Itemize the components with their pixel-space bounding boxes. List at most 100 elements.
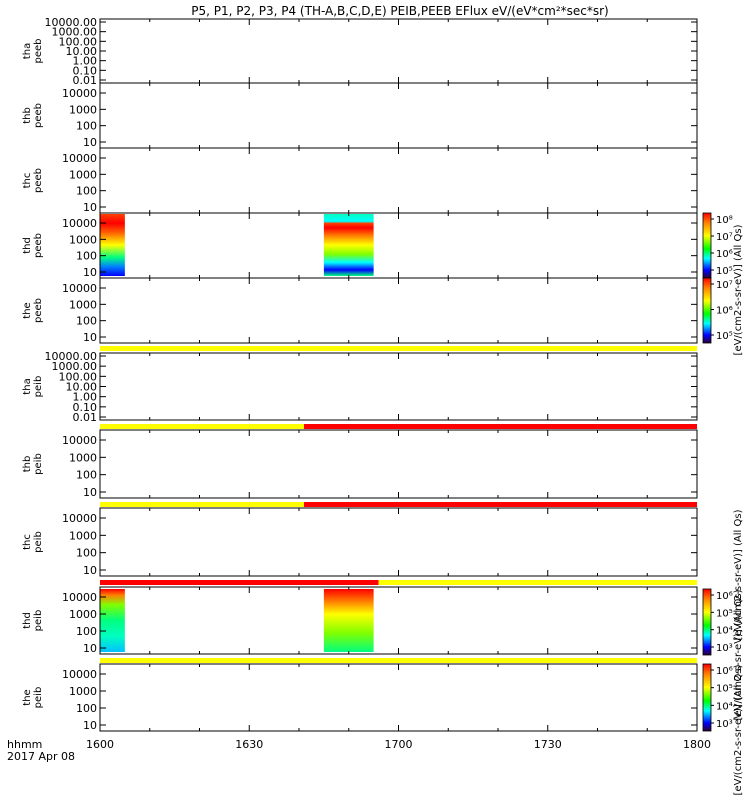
panel-thd-peeb: 10000 1000 100 10 thd peeb (22, 212, 698, 279)
colorbar-tick-label: 10³ (716, 719, 733, 730)
x-axis-label: hhmm (7, 738, 42, 751)
panel-label: the peeb (22, 298, 44, 323)
y-tick-label: 100 (76, 250, 97, 263)
panel-thb-peib: 10000 1000 100 10 thb peib (22, 429, 698, 499)
panel-the-peib: 10000 1000 100 10 the peib (22, 663, 698, 732)
y-tick-label: 10 (83, 719, 97, 732)
y-tick-label: 1000 (69, 608, 97, 621)
colorbar-tick-label: 10³ (716, 643, 733, 654)
colorbar-unit-text: [eV/(cm2-s-sr-eV)] (All Qs) (733, 589, 744, 720)
colorbar-unit-label: [eV/(cm2-s-sr-eV)] (All Qs) (733, 509, 744, 640)
y-tick-label: 1.00 (73, 391, 98, 404)
panel-frame (99, 82, 698, 149)
flag-bar-segment (100, 346, 697, 351)
panel-label-probe: thb (22, 107, 33, 124)
y-tick-label: 10000 (62, 591, 97, 604)
flag-bar-segment (100, 658, 697, 663)
x-tick-label: 1630 (235, 738, 263, 751)
panel-label: thc peeb (22, 168, 44, 193)
colorbar-tick-label: 10⁵ (716, 684, 733, 695)
y-tick-label: 10 (83, 486, 97, 499)
colorbar-ramp (702, 212, 712, 279)
y-tick-label: 10000 (62, 87, 97, 100)
panel-frame (99, 352, 698, 421)
x-tick-label: 1800 (683, 738, 711, 751)
panel-label-product: peib (33, 376, 44, 398)
flag-bar-segment (100, 502, 304, 507)
y-tick-label: 0.10 (73, 401, 98, 414)
y-tick-label: 1000.00 (52, 360, 98, 373)
spectrogram-block (323, 214, 374, 276)
panel-thc-peeb: 10000 1000 100 10 thc peeb (22, 147, 698, 214)
panel-label-probe: tha (22, 378, 33, 394)
colorbar-tick-label: 10⁴ (716, 701, 733, 712)
y-tick-label: 10000 (62, 217, 97, 230)
y-tick-label: 10 (83, 331, 97, 344)
spectrogram-block (100, 589, 125, 652)
spectrogram-block (323, 589, 374, 652)
colorbar-thd-peib: 10⁶ 10⁵ 10⁴ 10³ (702, 588, 733, 656)
colorbar-unit-text: [eV/(cm2-s-sr-eV)] (All Qs) (733, 509, 744, 640)
panel-label-probe: thd (22, 612, 33, 629)
y-tick-label: 1000 (69, 529, 97, 542)
panel-label: thb peib (22, 453, 44, 475)
panel-frame (99, 429, 698, 499)
flag-bar-segment (378, 580, 697, 585)
y-tick-label: 1000 (69, 233, 97, 246)
colorbar-ramp (702, 663, 712, 732)
colorbar-unit-label: [eV/(cm2-s-sr-eV)] (All Qs) (733, 589, 744, 720)
x-tick-label: 1730 (534, 738, 562, 751)
panel-label: thd peib (22, 610, 44, 632)
y-tick-label: 0.01 (73, 411, 98, 424)
colorbar-tick-label: 10⁷ (716, 232, 733, 243)
panel-label-product: peib (33, 610, 44, 632)
panel-label: thc peib (22, 531, 44, 553)
y-tick-label: 100 (76, 120, 97, 133)
y-tick-label: 100 (76, 315, 97, 328)
panel-thc-peib: 10000 1000 100 10 thc peib (22, 507, 698, 577)
y-tick-label: 10.00 (66, 381, 98, 394)
date-label: 2017 Apr 08 (7, 750, 75, 763)
colorbar-ramp (702, 588, 712, 656)
y-tick-label: 10 (83, 564, 97, 577)
y-tick-label: 1.00 (73, 55, 98, 68)
colorbar-tick-label: 10⁶ (716, 306, 733, 317)
panel-frame (99, 147, 698, 214)
panel-label: tha peib (22, 376, 44, 398)
panel-label-product: peeb (33, 168, 44, 193)
colorbar-unit-label: [eV/(cm2-s-sr-eV)] (All Qs) (733, 664, 744, 795)
colorbar-tick-label: 10⁴ (716, 626, 733, 637)
colorbar-tick-label: 10⁵ (716, 331, 733, 342)
colorbar-tick-label: 10⁷ (716, 280, 733, 291)
colorbar-unit-text: [eV/(cm2-s-sr-eV)] (All Qs) (733, 664, 744, 795)
colorbar-tick-label: 10⁶ (716, 249, 733, 260)
panel-label-product: peeb (33, 233, 44, 258)
panel-label: the peib (22, 687, 44, 709)
panel-label-product: peib (33, 453, 44, 475)
colorbar-ramp (702, 277, 712, 344)
panel-label-probe: the (22, 689, 33, 705)
time-axis: 1600 1630 1700 1730 1800 (86, 738, 711, 751)
flag-bar-segment (303, 502, 697, 507)
panel-the-peeb: 10000 1000 100 10 the peeb (22, 277, 698, 344)
y-tick-label: 10000.00 (45, 350, 98, 363)
panel-label-probe: tha (22, 43, 33, 59)
panel-label-product: peeb (33, 103, 44, 128)
y-tick-label: 10 (83, 201, 97, 214)
panel-label-probe: thd (22, 237, 33, 254)
y-tick-label: 100 (76, 547, 97, 560)
panel-label-product: peeb (33, 298, 44, 323)
panel-label-product: peib (33, 531, 44, 553)
y-tick-label: 10000.00 (45, 16, 98, 29)
panel-label-product: peib (33, 687, 44, 709)
y-tick-label: 100.00 (59, 35, 98, 48)
y-tick-label: 1000 (69, 685, 97, 698)
y-tick-label: 1000.00 (52, 26, 98, 39)
y-tick-label: 100 (76, 625, 97, 638)
y-tick-label: 10 (83, 136, 97, 149)
panel-frame (99, 277, 698, 344)
panel-label-probe: thc (22, 173, 33, 189)
colorbar-tick-label: 10⁶ (716, 666, 733, 677)
y-tick-label: 1000 (69, 298, 97, 311)
